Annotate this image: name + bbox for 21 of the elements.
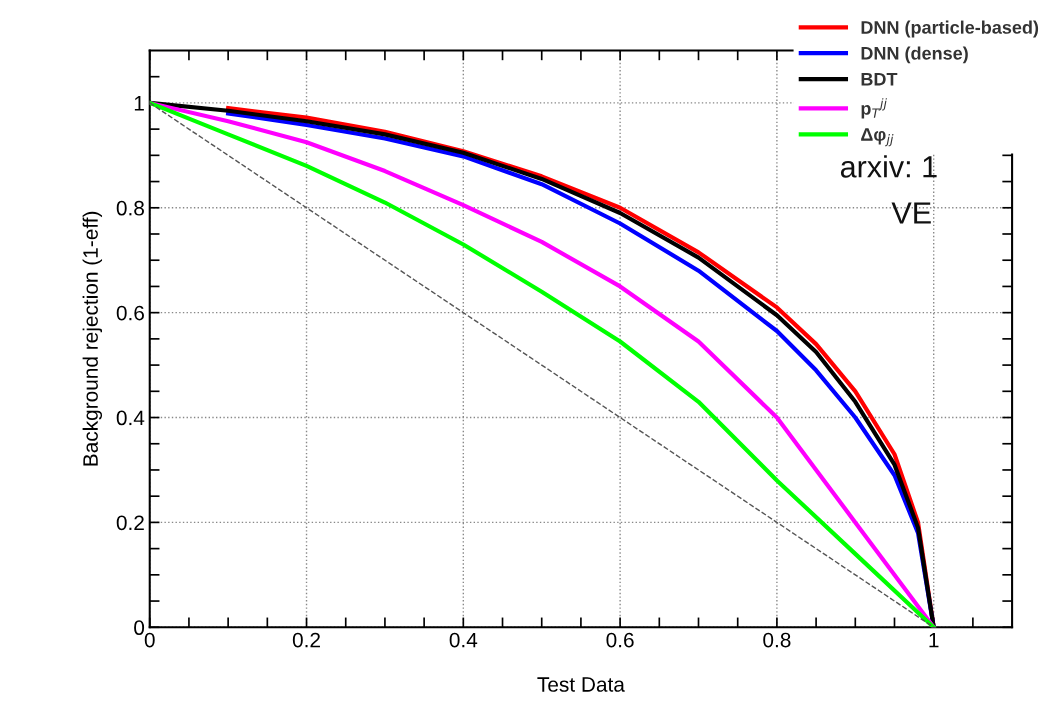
legend-label: p$_{T}$$^{jj}$ <box>861 98 887 119</box>
x-tick-label: 0.8 <box>763 632 791 648</box>
annotation: arxiv: 1 <box>840 155 937 178</box>
y-axis-title: Background rejection (1-eff) <box>82 211 103 466</box>
y-tick-label: 0 <box>134 620 145 636</box>
x-axis-title: Test Data <box>537 677 625 692</box>
y-tick-label: 0.6 <box>116 305 144 321</box>
x-tick-label: 0.2 <box>292 632 320 648</box>
y-tick-label: 1 <box>134 96 144 111</box>
y-tick-label: 0.4 <box>116 410 145 426</box>
legend-label: DNN (particle-based) <box>861 20 1039 38</box>
y-tick-label: 0.8 <box>116 200 144 216</box>
x-tick-label: 1 <box>929 632 939 648</box>
annotation: VE <box>891 202 931 224</box>
x-tick-label: 0.6 <box>606 632 634 648</box>
legend-label: BDT <box>861 72 898 86</box>
legend-label: Δφ$_{jj}$ <box>861 128 894 147</box>
x-tick-label: 0.4 <box>449 632 478 648</box>
legend-label: DNN (dense) <box>861 46 968 64</box>
y-tick-label: 0.2 <box>116 515 144 531</box>
x-tick-label: 0 <box>144 632 155 648</box>
